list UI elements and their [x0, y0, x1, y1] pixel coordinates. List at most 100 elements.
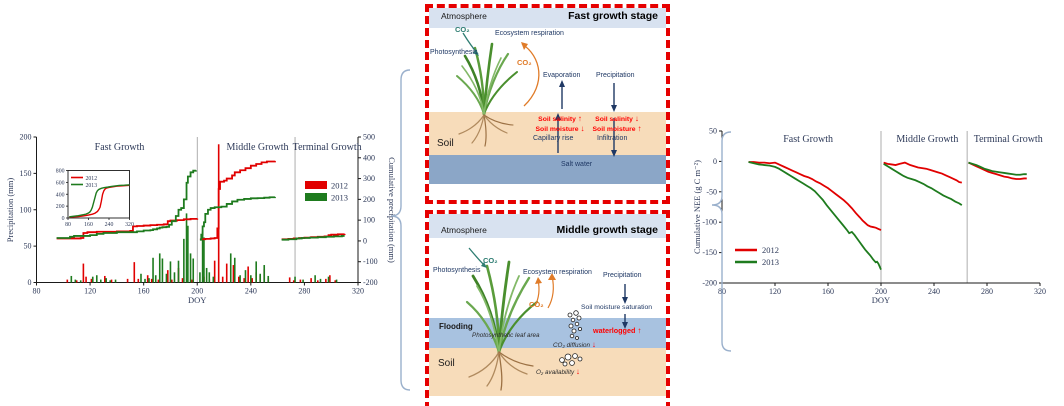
co2-respired-label: CO₂: [517, 58, 532, 67]
saturation-arrow: [622, 314, 628, 329]
photosynthetic-leaf-area-label: Photosynthetic leaf area: [472, 332, 540, 339]
waterlogged-annotation: waterlogged ↑: [593, 326, 641, 335]
capillary-rise-label: Capillary rise: [533, 135, 574, 142]
down-arrow-icon: ↓: [580, 124, 585, 133]
salt-water-band: [429, 155, 666, 184]
svg-text:2013: 2013: [86, 183, 98, 189]
salt-water-label: Salt water: [561, 161, 593, 168]
soil-band: [429, 112, 666, 155]
waterlogged-text: waterlogged: [593, 326, 638, 335]
fast-stage-artwork: [456, 32, 617, 157]
co2-icon-label: CO₂: [455, 25, 470, 34]
svg-text:0: 0: [62, 216, 65, 222]
fast-stage-title: Fast growth stage: [568, 10, 658, 22]
atmosphere-band: [429, 214, 666, 238]
co2-diffusion-text: CO₂ diffusion: [553, 342, 592, 349]
plant-illustration: [456, 42, 518, 147]
svg-text:800: 800: [56, 169, 65, 175]
photosynthesis-label: Photosynthesis: [430, 49, 478, 56]
up-arrow-icon: ↑: [637, 124, 642, 133]
svg-text:Precipitation (mm): Precipitation (mm): [5, 178, 15, 243]
svg-text:200: 200: [875, 287, 887, 296]
ecosystem-respiration-label: Ecosystem respiration: [495, 30, 564, 37]
soil-moisture-text: Soil moisture: [535, 126, 579, 133]
soil-salinity-text: Soil salinity: [595, 116, 633, 123]
svg-text:160: 160: [84, 222, 93, 228]
svg-text:200: 200: [363, 195, 375, 204]
soil-label: Soil: [437, 138, 454, 149]
o2-availability-text: O₂ availability: [536, 369, 576, 376]
svg-text:150: 150: [20, 169, 32, 178]
svg-text:120: 120: [769, 287, 781, 296]
middle-stage-title: Middle growth stage: [556, 224, 658, 236]
soil-label: Soil: [438, 358, 455, 369]
photosynthesis-arrow: [468, 247, 487, 268]
flooding-label: Flooding: [439, 322, 473, 331]
plant-illustration: [465, 260, 539, 391]
svg-text:160: 160: [822, 287, 834, 296]
evaporation-arrow: [559, 80, 565, 109]
precipitation-label: Precipitation: [596, 72, 635, 79]
svg-text:50: 50: [24, 242, 32, 251]
brace-right: [711, 131, 732, 352]
co2-respired-label: CO₂: [529, 300, 544, 309]
atmosphere-band: [429, 8, 666, 28]
svg-text:2013: 2013: [762, 257, 779, 267]
down-arrow-icon: ↓: [575, 367, 580, 376]
svg-text:280: 280: [981, 287, 993, 296]
svg-text:0: 0: [713, 157, 717, 166]
svg-text:80: 80: [33, 287, 41, 296]
evaporation-label: Evaporation: [543, 72, 581, 79]
capillary-rise-arrow: [555, 113, 561, 153]
down-arrow-icon: ↓: [634, 114, 639, 123]
svg-text:240: 240: [245, 287, 257, 296]
svg-text:80: 80: [65, 222, 71, 228]
infiltration-label: Infiltration: [597, 135, 628, 142]
soil-salinity-right-annotation: Soil salinity ↓ Soil moisture ↑: [586, 114, 648, 134]
infiltration-arrow: [611, 118, 617, 157]
ecosystem-respiration-label: Ecosystem respiration: [523, 269, 592, 276]
atmosphere-label: Atmosphere: [441, 11, 487, 21]
svg-text:400: 400: [363, 153, 375, 162]
svg-text:Fast Growth: Fast Growth: [95, 142, 145, 153]
up-arrow-icon: ↑: [577, 114, 582, 123]
svg-text:-150: -150: [702, 248, 717, 257]
nee-chart: 80 120 160 200 240 280 320-200-150-100-50050DO…: [692, 127, 1046, 306]
up-arrow-icon: ↑: [637, 326, 642, 335]
soil-moisture-text: Soil moisture: [592, 126, 636, 133]
middle-growth-stage-panel: Atmosphere Middle growth stage Photosynt…: [425, 210, 670, 406]
svg-text:-200: -200: [702, 279, 717, 288]
respiration-arrow: [521, 42, 540, 107]
precipitation-chart: 80 120 160 200 240 280 320 0 50 100 150 200 -200 -100…: [5, 133, 397, 306]
svg-text:200: 200: [20, 133, 32, 142]
middle-stage-artwork: [465, 247, 628, 391]
svg-text:600: 600: [56, 180, 65, 186]
respiration-arrows: [534, 273, 556, 309]
soil-salinity-text: Soil salinity: [538, 116, 576, 123]
svg-text:320: 320: [352, 287, 364, 296]
svg-text:120: 120: [84, 287, 96, 296]
co2-diffusion-annotation: CO₂ diffusion ↓: [553, 340, 596, 349]
svg-text:100: 100: [363, 216, 375, 225]
svg-text:Middle Growth: Middle Growth: [896, 134, 958, 145]
precipitation-label: Precipitation: [603, 272, 642, 279]
svg-text:Cumulative precipitation (mm): Cumulative precipitation (mm): [387, 157, 397, 263]
fast-growth-stage-panel: Atmosphere Fast growth stage CO₂ Photosy…: [425, 4, 670, 204]
soil-moisture-saturation-label: Soil moisture saturation: [581, 304, 653, 311]
svg-text:200: 200: [191, 287, 203, 296]
soil-bubbles: [559, 353, 583, 367]
flooding-bubbles: [567, 310, 582, 340]
precipitation-arrow: [611, 83, 617, 112]
svg-text:-50: -50: [706, 187, 717, 196]
svg-text:2012: 2012: [331, 181, 348, 191]
svg-text:320: 320: [125, 222, 134, 228]
svg-text:300: 300: [363, 174, 375, 183]
svg-text:2012: 2012: [86, 176, 98, 182]
soil-band: [429, 348, 666, 396]
svg-text:-200: -200: [363, 278, 378, 287]
svg-text:280: 280: [298, 287, 310, 296]
precipitation-arrow: [622, 284, 628, 304]
